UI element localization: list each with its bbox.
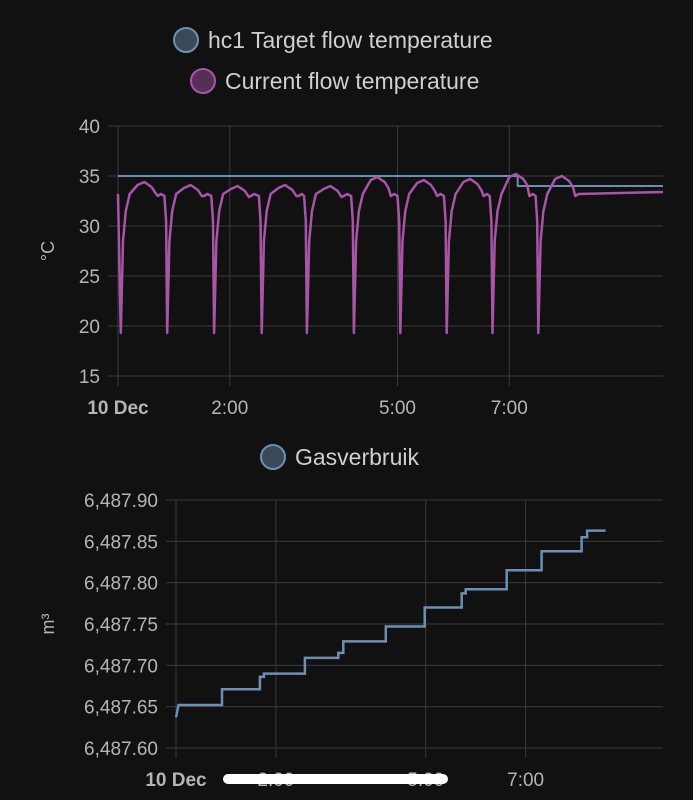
y-tick-label: 35 xyxy=(79,167,100,188)
x-tick-label: 10 Dec xyxy=(145,770,207,791)
y-tick-label: 6,487.90 xyxy=(84,491,158,512)
y-tick-label: 6,487.65 xyxy=(84,698,158,719)
gas-usage-chart: Gasverbruik 6,487.60 6,487.65 6,487.70 6,487… xyxy=(38,444,663,791)
y-tick-label: 20 xyxy=(79,317,100,338)
legend-swatch xyxy=(190,68,216,94)
flow-temperature-chart: hc1 Target flow temperature Current flow … xyxy=(38,27,664,419)
legend-label: hc1 Target flow temperature xyxy=(208,27,493,53)
y-tick-label: 6,487.70 xyxy=(84,656,158,677)
series-line-target xyxy=(118,175,663,187)
legend-item[interactable]: Current flow temperature xyxy=(190,68,479,94)
y-axis-title: m³ xyxy=(38,614,58,635)
x-tick-label: 7:00 xyxy=(507,770,544,791)
legend-swatch xyxy=(260,444,286,470)
y-axis-title: °C xyxy=(38,241,58,261)
y-tick-label: 30 xyxy=(79,217,100,238)
y-tick-label: 6,487.80 xyxy=(84,574,158,595)
legend-item[interactable]: hc1 Target flow temperature xyxy=(173,27,493,53)
x-tick-label: 7:00 xyxy=(491,398,528,419)
legend-swatch xyxy=(173,27,199,53)
legend-label: Current flow temperature xyxy=(225,68,479,94)
y-tick-label: 6,487.75 xyxy=(84,615,158,636)
y-tick-label: 25 xyxy=(79,267,100,288)
series-line-current xyxy=(116,172,664,335)
y-tick-label: 40 xyxy=(79,117,100,138)
y-tick-label: 6,487.85 xyxy=(84,532,158,553)
x-tick-label: 10 Dec xyxy=(87,398,149,419)
home-indicator[interactable] xyxy=(223,774,448,784)
legend-label: Gasverbruik xyxy=(295,444,419,470)
series-line-gas xyxy=(174,529,606,718)
legend-item[interactable]: Gasverbruik xyxy=(260,444,419,470)
x-tick-label: 2:00 xyxy=(211,398,248,419)
y-tick-label: 15 xyxy=(79,367,100,388)
y-tick-label: 6,487.60 xyxy=(84,739,158,760)
x-tick-label: 5:00 xyxy=(379,398,416,419)
